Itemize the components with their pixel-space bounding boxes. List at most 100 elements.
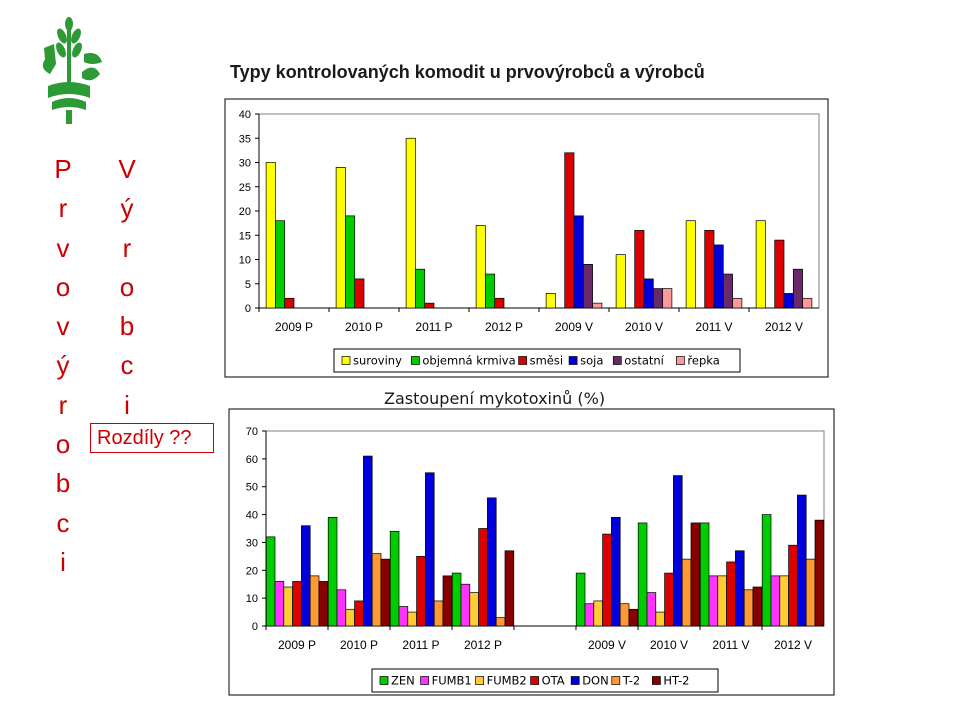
bar-DON (425, 472, 435, 627)
x-tick-label: 2011 V (695, 320, 732, 334)
x-tick-label: 2010 V (625, 320, 663, 334)
x-tick-label: 2011 P (415, 320, 452, 334)
vertical-right-letter: r (122, 232, 132, 263)
legend-label: řepka (687, 354, 719, 368)
bar-ZEN (575, 572, 586, 627)
bar-OTA (726, 561, 736, 627)
bar-T-2 (619, 603, 630, 627)
legend-label: OTA (542, 674, 565, 688)
x-tick-label: 2011 V (712, 638, 749, 652)
bar-ZEN (451, 572, 462, 627)
y-tick-label: 20 (246, 565, 258, 577)
vertical-right-letter: V (118, 154, 136, 184)
bar-DON (673, 475, 683, 627)
y-tick-label: 15 (239, 230, 251, 242)
bar-DON (735, 550, 745, 627)
legend-label: T-2 (622, 674, 640, 688)
y-tick-label: 20 (239, 206, 251, 218)
bar-HT-2 (442, 575, 453, 627)
bar-DON (301, 525, 311, 627)
legend-swatch (475, 676, 484, 685)
bar-OTA (664, 572, 674, 627)
x-tick-label: 2012 V (765, 320, 803, 334)
bar-ZEN (389, 530, 400, 627)
bar-HT-2 (752, 586, 763, 627)
bar-ostatní (792, 268, 803, 309)
legend-label: FUMB1 (432, 674, 472, 688)
legend-box (333, 348, 741, 373)
vertical-left-letter: b (55, 468, 71, 499)
bar-DON (611, 517, 621, 627)
legend-swatch (652, 676, 661, 685)
bar-FUMB1 (336, 589, 347, 627)
vertical-left-letter: v (56, 311, 70, 342)
legend-swatch (611, 676, 621, 685)
legend-swatch (612, 356, 622, 365)
bar-HT-2 (318, 581, 329, 627)
bar-ZEN (699, 522, 710, 627)
bar-FUMB2 (469, 592, 479, 627)
vertical-right-letter: o (119, 271, 135, 302)
legend-swatch (420, 676, 429, 685)
bar-T-2 (433, 600, 444, 627)
bar-DON (797, 494, 807, 627)
legend-label: objemná krmiva (422, 354, 515, 368)
legend-label: ostatní (624, 354, 664, 368)
bar-FUMB1 (460, 583, 471, 627)
y-tick-label: 60 (246, 454, 258, 466)
bar-směsi (704, 230, 715, 309)
bar-ostatní (582, 264, 593, 309)
ministry-wheat-logo-icon (36, 14, 104, 131)
x-tick-label: 2009 V (588, 638, 626, 652)
mycotoxins-chart-title: Zastoupení mykotoxinů (%) (384, 389, 606, 408)
bar-suroviny (265, 162, 276, 309)
y-tick-label: 10 (246, 593, 258, 605)
bar-směsi (564, 152, 575, 309)
bar-směsi (354, 278, 365, 309)
x-tick-label: 2010 P (345, 320, 383, 334)
vertical-left-letter: o (55, 429, 71, 460)
legend-swatch (676, 356, 685, 365)
y-tick-label: 70 (246, 426, 258, 438)
legend-swatch (570, 676, 580, 685)
bar-řepka (592, 302, 603, 309)
vertical-left-letter: c (56, 507, 70, 538)
bar-T-2 (805, 558, 816, 627)
bar-OTA (478, 528, 488, 627)
legend-label: soja (580, 354, 603, 368)
bar-FUMB1 (274, 581, 285, 627)
x-tick-label: 2012 P (485, 320, 523, 334)
vertical-left-letter: r (58, 389, 68, 420)
bar-T-2 (681, 558, 692, 627)
vertical-right-letter: ý (120, 193, 134, 224)
bar-FUMB1 (398, 606, 409, 627)
bar-objemná-krmiva (275, 220, 286, 309)
vertical-left-letter: P (54, 154, 72, 184)
bar-suroviny (405, 137, 416, 309)
bar-ostatní (652, 288, 663, 309)
bar-T-2 (309, 575, 320, 627)
bar-OTA (354, 600, 364, 627)
y-tick-label: 5 (245, 279, 251, 291)
bar-ZEN (637, 522, 648, 627)
y-tick-label: 0 (252, 621, 258, 633)
bar-ZEN (265, 536, 276, 627)
bar-FUMB1 (708, 575, 719, 627)
legend-swatch (341, 356, 351, 365)
legend-swatch (530, 676, 539, 685)
bar-HT-2 (504, 550, 515, 627)
bar-FUMB2 (717, 575, 727, 627)
bar-suroviny (755, 220, 766, 309)
bar-směsi (634, 230, 645, 309)
bar-řepka (662, 288, 673, 309)
x-tick-label: 2009 P (278, 638, 316, 652)
vertical-left-letter: i (60, 546, 66, 577)
bar-soja (713, 244, 724, 309)
bar-FUMB1 (646, 592, 657, 627)
legend-swatch (411, 356, 420, 365)
bar-T-2 (495, 617, 506, 627)
commodities-bar-chart: 0 5 10 15 20 25 30 35 40 2009 P 2010 P 2011 P 2012 P… (224, 98, 829, 378)
vertical-left-letter: ý (56, 350, 70, 381)
legend-box (371, 668, 719, 693)
x-tick-label: 2010 P (340, 638, 378, 652)
